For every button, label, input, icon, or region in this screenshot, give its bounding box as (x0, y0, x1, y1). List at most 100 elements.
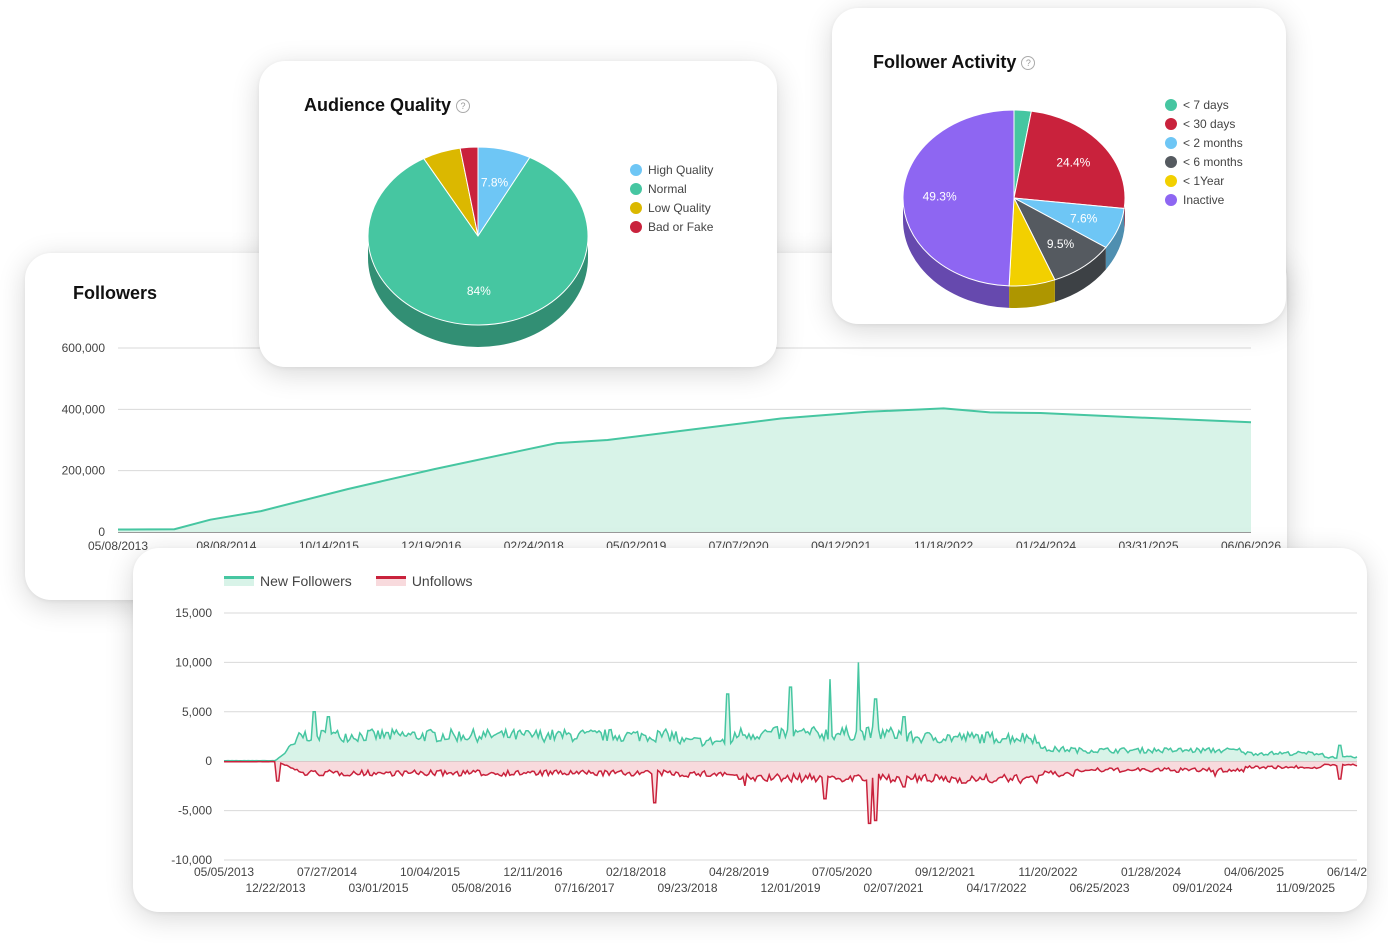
legend-label: < 1Year (1183, 173, 1225, 188)
audience-quality-card: Audience Quality ? 7.8% 84% High Quality N… (259, 61, 777, 367)
x-tick-label: 11/09/2025 (1276, 881, 1335, 895)
legend-new-followers-label: New Followers (260, 573, 352, 589)
legend-item[interactable]: < 30 days (1165, 114, 1243, 133)
x-tick-label: 12/22/2013 (245, 881, 305, 895)
help-icon[interactable]: ? (456, 98, 471, 113)
x-tick-label: 01/28/2024 (1121, 865, 1181, 879)
y-tick-label: 0 (98, 525, 105, 539)
legend-label: High Quality (648, 162, 714, 177)
legend-label: Normal (648, 181, 687, 196)
legend-dot (1165, 98, 1177, 111)
help-icon[interactable]: ? (1021, 55, 1036, 70)
x-tick-label: 04/17/2022 (966, 881, 1026, 895)
y-tick-label: 15,000 (175, 606, 212, 620)
legend-item[interactable]: Normal (630, 179, 713, 198)
y-tick-label: 400,000 (62, 402, 106, 416)
legend-item[interactable]: Bad or Fake (630, 217, 713, 236)
x-tick-label: 07/27/2014 (297, 865, 357, 879)
legend-dot (630, 182, 642, 195)
x-tick-label: 02/18/2018 (606, 865, 666, 879)
follower-activity-card: Follower Activity ? 24.4% 7.6% 9.5% 49.3% <… (832, 8, 1286, 324)
legend-dot (630, 201, 642, 214)
followers-title: Followers (73, 283, 158, 303)
unfollows-line (223, 760, 1358, 825)
x-tick-label: 06/25/2023 (1069, 881, 1129, 895)
legend-label: < 7 days (1183, 97, 1229, 112)
x-tick-label: 07/05/2020 (812, 865, 872, 879)
audience-quality-legend: High Quality Normal Low Quality Bad or Fake (630, 160, 713, 236)
x-tick-label: 04/28/2019 (709, 865, 769, 879)
legend-unfollows[interactable]: Unfollows (375, 573, 473, 589)
x-tick-label: 05/08/2016 (451, 881, 511, 895)
x-tick-label: 12/01/2019 (760, 881, 820, 895)
legend-dot (1165, 117, 1177, 130)
follower-activity-title-text: Follower Activity (873, 52, 1017, 72)
pie-value-label: 49.3% (923, 190, 957, 204)
pie-slice[interactable] (902, 109, 1015, 287)
y-tick-label: 200,000 (62, 464, 106, 478)
legend-item[interactable]: Inactive (1165, 190, 1243, 209)
legend-new-followers[interactable]: New Followers (224, 573, 352, 589)
legend-item[interactable]: Low Quality (630, 198, 713, 217)
pie-side (1009, 279, 1055, 308)
pie-side (903, 198, 1010, 308)
legend-item[interactable]: < 1Year (1165, 171, 1243, 190)
audience-quality-title: Audience Quality ? (304, 95, 471, 116)
legend-item[interactable]: < 2 months (1165, 133, 1243, 152)
legend-dot (1165, 155, 1177, 168)
legend-dot (630, 220, 642, 233)
legend-unfollows-label: Unfollows (411, 573, 473, 589)
y-tick-label: 600,000 (62, 341, 106, 355)
pie-side (368, 236, 588, 347)
green-swatch (224, 576, 254, 586)
legend-item[interactable]: < 6 months (1165, 152, 1243, 171)
y-tick-label: 5,000 (182, 705, 212, 719)
unfollows-area (224, 761, 1357, 824)
pie-slice[interactable] (459, 146, 479, 237)
y-tick-label: -5,000 (178, 804, 212, 818)
legend-label: < 6 months (1183, 154, 1243, 169)
pie-side (1054, 247, 1106, 302)
y-tick-label: 0 (205, 754, 212, 768)
followers-area (118, 408, 1251, 532)
pie-slice[interactable] (1013, 110, 1126, 210)
x-tick-label: 03/01/2015 (348, 881, 408, 895)
follower-activity-pie: 24.4% 7.6% 9.5% 49.3% (902, 109, 1126, 308)
x-tick-label: 05/05/2013 (194, 865, 254, 879)
x-tick-label: 02/07/2021 (863, 881, 923, 895)
x-tick-label: 04/06/2025 (1224, 865, 1284, 879)
x-tick-label: 09/12/2021 (915, 865, 975, 879)
follower-activity-legend: < 7 days < 30 days < 2 months < 6 months < 1… (1165, 95, 1243, 209)
x-tick-label: 12/11/2016 (503, 865, 562, 879)
y-tick-label: -10,000 (171, 853, 212, 867)
followers-line (117, 407, 1252, 531)
y-tick-label: 10,000 (175, 655, 212, 669)
daily-legend: New Followers Unfollows (224, 573, 473, 589)
legend-dot (630, 163, 642, 176)
legend-dot (1165, 136, 1177, 149)
red-swatch (375, 576, 406, 586)
x-tick-label: 07/16/2017 (554, 881, 614, 895)
x-tick-label: 06/14/2026 (1327, 865, 1367, 879)
legend-label: < 2 months (1183, 135, 1243, 150)
legend-dot (1165, 193, 1177, 206)
legend-label: Low Quality (648, 200, 711, 215)
pie-value-label: 24.4% (1056, 155, 1090, 169)
legend-item[interactable]: < 7 days (1165, 95, 1243, 114)
legend-label: Bad or Fake (648, 219, 714, 234)
legend-item[interactable]: High Quality (630, 160, 713, 179)
x-tick-label: 05/08/2013 (88, 539, 148, 553)
x-tick-label: 10/04/2015 (400, 865, 460, 879)
pie-value-label: 7.8% (481, 175, 509, 189)
x-tick-label: 09/23/2018 (657, 881, 717, 895)
pie-slice[interactable] (367, 156, 589, 326)
legend-label: < 30 days (1183, 116, 1236, 131)
pie-side (1105, 208, 1125, 270)
new-followers-chart: 15,000 10,000 5,000 0 -5,000 -10,000 05/05/20… (171, 606, 1367, 895)
legend-dot (1165, 174, 1177, 187)
x-tick-label: 11/20/2022 (1018, 865, 1077, 879)
audience-quality-title-text: Audience Quality (304, 95, 452, 115)
new-followers-line (224, 662, 1358, 762)
audience-quality-pie: 7.8% 84% (367, 146, 589, 347)
x-tick-label: 09/01/2024 (1172, 881, 1232, 895)
